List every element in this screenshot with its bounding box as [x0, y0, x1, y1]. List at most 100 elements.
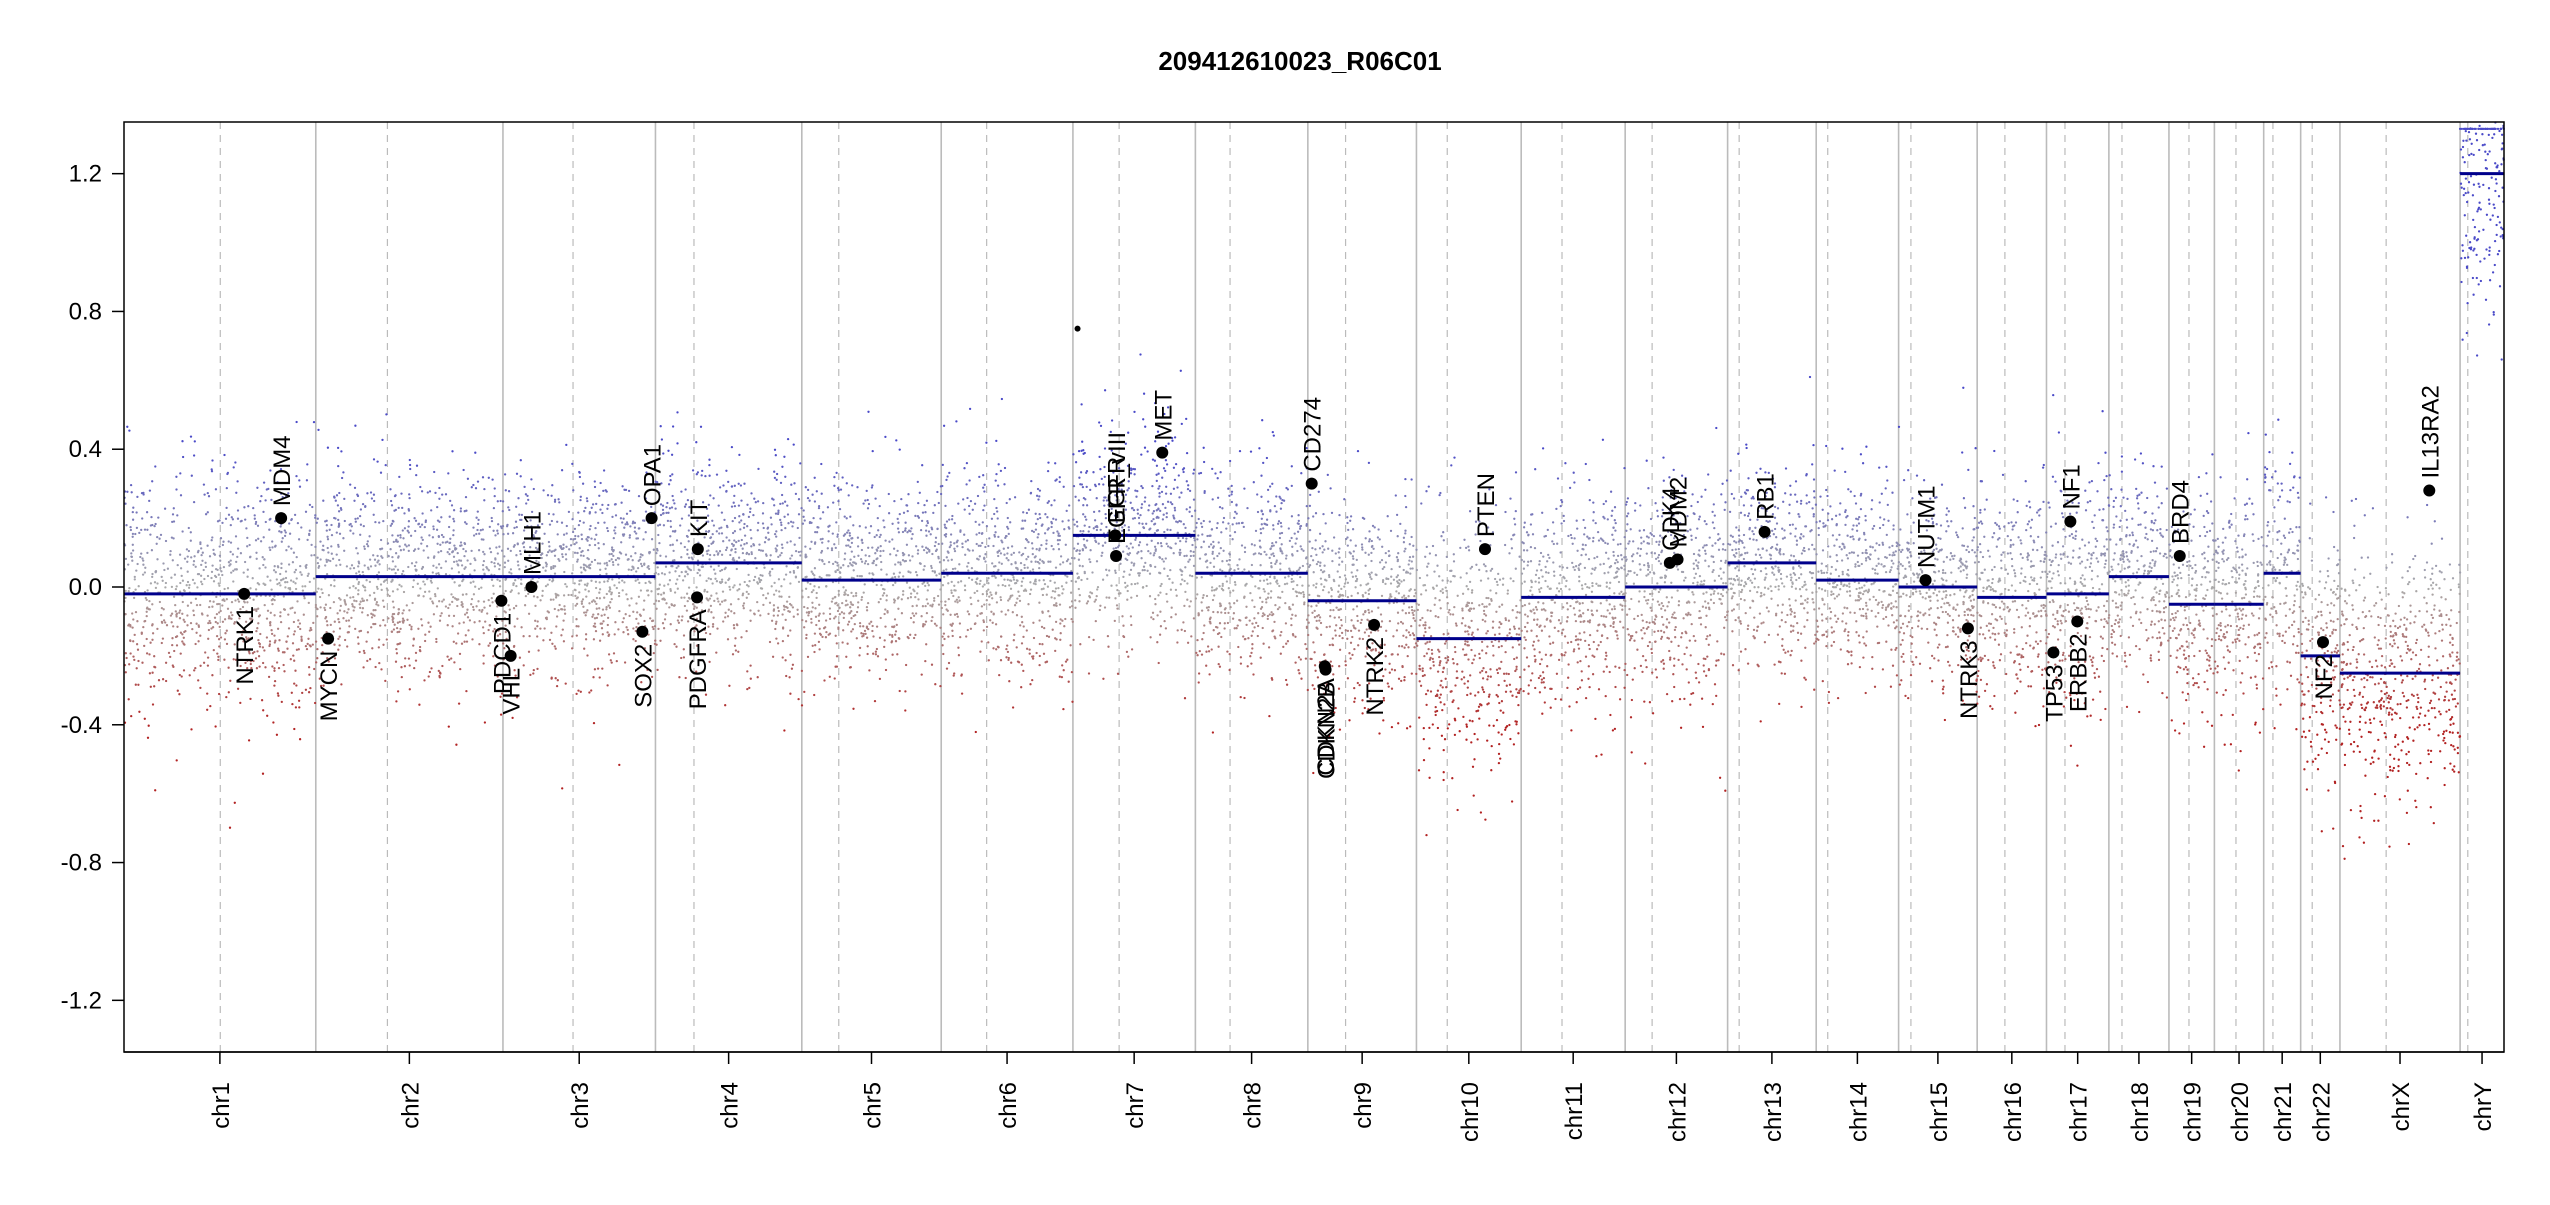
probe-point [1298, 672, 1300, 674]
probe-point [146, 611, 148, 613]
probe-point [811, 602, 813, 604]
probe-point [199, 604, 201, 606]
probe-point [230, 571, 232, 573]
probe-point [378, 571, 380, 573]
probe-point [220, 537, 222, 539]
probe-point [130, 484, 132, 486]
probe-point [354, 487, 356, 489]
probe-point [179, 472, 181, 474]
probe-point [227, 472, 229, 474]
probe-point [1056, 478, 1058, 480]
probe-point [151, 672, 153, 674]
probe-point [1198, 681, 1200, 683]
probe-point [146, 589, 148, 591]
probe-point [205, 566, 207, 568]
probe-point [982, 509, 984, 511]
probe-point [1182, 621, 1184, 623]
probe-point [585, 614, 587, 616]
probe-point [789, 629, 791, 631]
probe-point [657, 593, 659, 595]
probe-point [287, 635, 289, 637]
probe-point [1073, 547, 1075, 549]
probe-point [336, 612, 338, 614]
probe-point [221, 604, 223, 606]
probe-point [333, 579, 335, 581]
probe-point [280, 621, 282, 623]
probe-point [153, 685, 155, 687]
probe-point [438, 536, 440, 538]
probe-point [1203, 541, 1205, 543]
probe-point [777, 642, 779, 644]
probe-point [381, 439, 383, 441]
probe-point [137, 684, 139, 686]
probe-point [354, 425, 356, 427]
probe-point [872, 450, 874, 452]
probe-point [182, 580, 184, 582]
probe-point [445, 605, 447, 607]
probe-point [520, 578, 522, 580]
probe-point [207, 638, 209, 640]
probe-point [210, 627, 212, 629]
probe-point [738, 504, 740, 506]
probe-point [219, 567, 221, 569]
probe-point [1219, 605, 1221, 607]
probe-point [909, 634, 911, 636]
probe-point [220, 636, 222, 638]
probe-point [1279, 547, 1281, 549]
probe-point [151, 524, 153, 526]
probe-point [979, 555, 981, 557]
probe-point [651, 538, 653, 540]
probe-point [176, 626, 178, 628]
probe-point [308, 602, 310, 604]
probe-point [1134, 517, 1136, 519]
probe-point [236, 480, 238, 482]
probe-point [986, 593, 988, 595]
probe-point [1156, 614, 1158, 616]
probe-point [276, 578, 278, 580]
probe-point [667, 583, 669, 585]
probe-point [1156, 641, 1158, 643]
probe-point [721, 578, 723, 580]
probe-point [891, 636, 893, 638]
probe-point [602, 608, 604, 610]
probe-point [1187, 642, 1189, 644]
probe-point [606, 527, 608, 529]
probe-point [453, 561, 455, 563]
probe-point [670, 526, 672, 528]
probe-point [1100, 425, 1102, 427]
probe-point [418, 523, 420, 525]
probe-point [404, 665, 406, 667]
probe-point [125, 652, 127, 654]
probe-point [1201, 526, 1203, 528]
probe-point [533, 488, 535, 490]
probe-point [243, 506, 245, 508]
probe-point [1270, 596, 1272, 598]
probe-point [563, 605, 565, 607]
probe-point [816, 592, 818, 594]
probe-point [219, 626, 221, 628]
probe-point [921, 520, 923, 522]
probe-point [477, 523, 479, 525]
probe-point [295, 684, 297, 686]
probe-point [575, 604, 577, 606]
probe-point [1023, 590, 1025, 592]
probe-point [490, 551, 492, 553]
probe-point [927, 522, 929, 524]
probe-point [642, 538, 644, 540]
probe-point [847, 623, 849, 625]
probe-point [259, 500, 261, 502]
probe-point [1196, 538, 1198, 540]
probe-point [985, 442, 987, 444]
probe-point [1130, 596, 1132, 598]
probe-point [285, 640, 287, 642]
probe-point [1201, 609, 1203, 611]
probe-point [266, 715, 268, 717]
probe-point [478, 643, 480, 645]
probe-point [634, 526, 636, 528]
probe-point [841, 476, 843, 478]
probe-point [780, 552, 782, 554]
probe-point [941, 543, 943, 545]
probe-point [725, 490, 727, 492]
probe-point [1038, 619, 1040, 621]
probe-point [865, 526, 867, 528]
